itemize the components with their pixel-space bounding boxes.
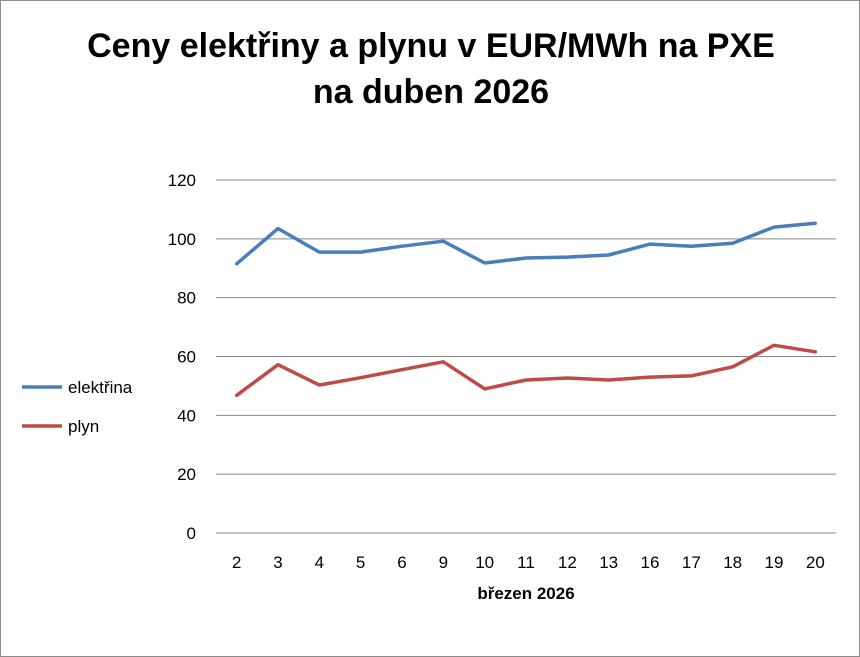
y-tick-label: 20 bbox=[177, 465, 196, 484]
data-point bbox=[731, 365, 735, 369]
data-point bbox=[441, 239, 445, 243]
data-point bbox=[441, 360, 445, 364]
y-tick-label: 80 bbox=[177, 289, 196, 308]
x-tick-label: 19 bbox=[765, 553, 784, 572]
y-tick-label: 100 bbox=[168, 230, 196, 249]
data-point bbox=[565, 255, 569, 259]
data-point bbox=[689, 374, 693, 378]
x-tick-label: 9 bbox=[439, 553, 448, 572]
x-tick-label: 18 bbox=[723, 553, 742, 572]
x-tick-label: 10 bbox=[475, 553, 494, 572]
data-point bbox=[400, 368, 404, 372]
chart-title: Ceny elektřiny a plynu v EUR/MWh na PXE … bbox=[1, 23, 860, 115]
x-tick-label: 12 bbox=[558, 553, 577, 572]
x-tick-label: 2 bbox=[232, 553, 241, 572]
gridlines bbox=[216, 179, 836, 534]
data-point bbox=[524, 378, 528, 382]
data-point bbox=[483, 387, 487, 391]
data-point bbox=[317, 383, 321, 387]
x-tick-label: 4 bbox=[315, 553, 324, 572]
data-point bbox=[276, 363, 280, 367]
data-point bbox=[524, 256, 528, 260]
data-point bbox=[813, 350, 817, 354]
legend: elektřina plyn bbox=[22, 378, 133, 436]
data-point bbox=[607, 253, 611, 257]
chart-title-line-2: na duben 2026 bbox=[312, 73, 550, 111]
data-point bbox=[731, 241, 735, 245]
data-point bbox=[607, 378, 611, 382]
x-tick-label: 5 bbox=[356, 553, 365, 572]
x-tick-label: 11 bbox=[517, 553, 535, 572]
data-point bbox=[400, 244, 404, 248]
data-point bbox=[317, 250, 321, 254]
data-point bbox=[772, 343, 776, 347]
x-axis-label: březen 2026 bbox=[477, 584, 574, 603]
x-tick-label: 3 bbox=[273, 553, 282, 572]
data-point bbox=[359, 250, 363, 254]
x-tick-label: 16 bbox=[641, 553, 660, 572]
x-tick-label: 20 bbox=[806, 553, 825, 572]
y-tick-label: 40 bbox=[177, 406, 196, 425]
legend-label: elektřina bbox=[68, 378, 133, 397]
data-point bbox=[235, 393, 239, 397]
legend-label: plyn bbox=[68, 417, 99, 436]
y-tick-label: 0 bbox=[187, 524, 196, 543]
data-point bbox=[359, 376, 363, 380]
data-point bbox=[648, 242, 652, 246]
data-point bbox=[565, 376, 569, 380]
data-point bbox=[772, 225, 776, 229]
y-tick-label: 120 bbox=[168, 171, 196, 190]
series-group bbox=[234, 221, 818, 398]
x-tick-label: 13 bbox=[599, 553, 618, 572]
x-tick-label: 6 bbox=[397, 553, 406, 572]
series-line-plyn bbox=[234, 343, 818, 398]
chart-title-line-1: Ceny elektřiny a plynu v EUR/MWh na PXE bbox=[87, 27, 775, 65]
x-tick-label: 17 bbox=[682, 553, 701, 572]
data-point bbox=[483, 261, 487, 265]
data-point bbox=[276, 227, 280, 231]
data-point bbox=[235, 262, 239, 266]
data-point bbox=[813, 221, 817, 225]
data-point bbox=[689, 244, 693, 248]
data-point bbox=[648, 375, 652, 379]
x-axis-ticks: 2 3 4 5 6 9 10 11 12 13 16 17 18 19 20 bbox=[232, 553, 825, 572]
y-tick-label: 60 bbox=[177, 348, 196, 367]
y-axis-ticks: 0 20 40 60 80 100 120 bbox=[168, 171, 196, 543]
